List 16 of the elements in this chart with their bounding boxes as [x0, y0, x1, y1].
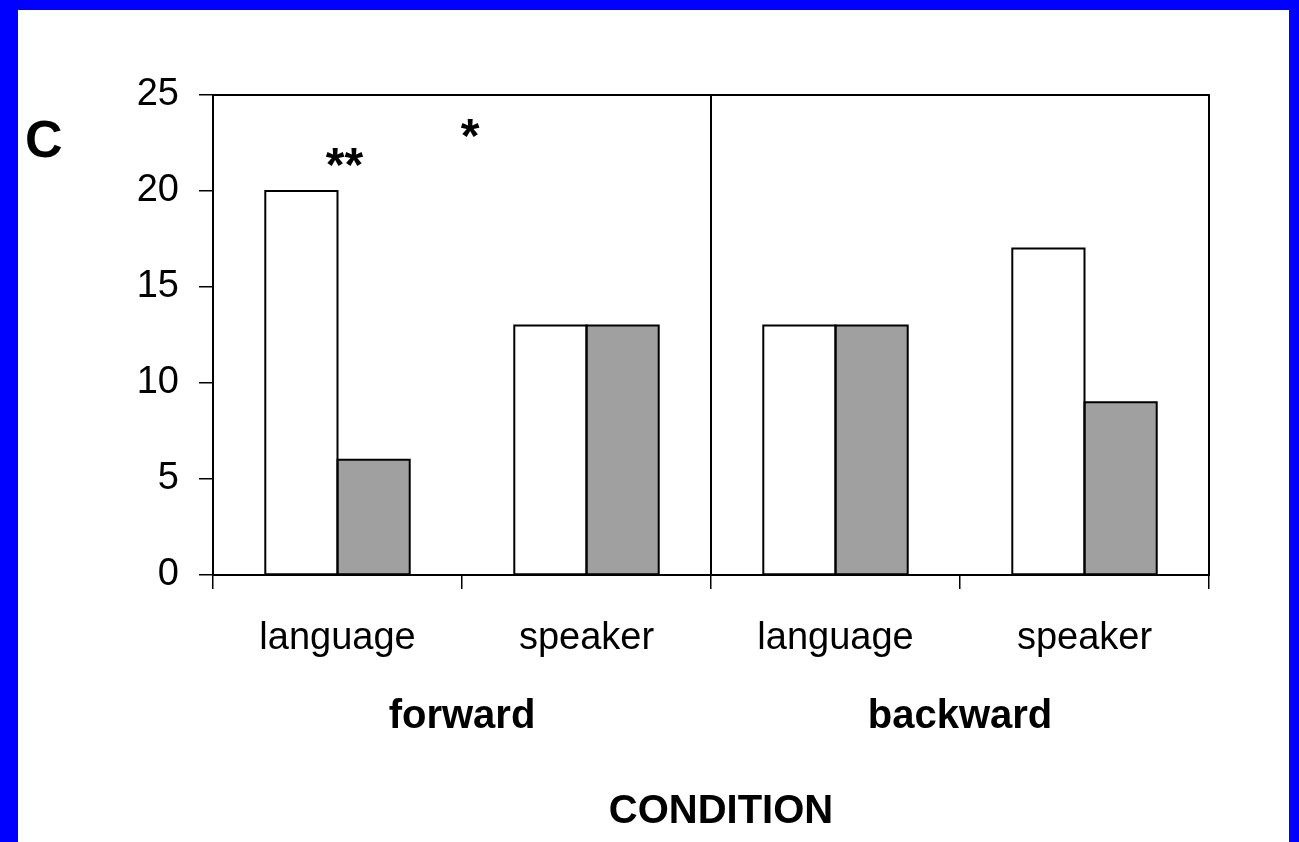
y-tick-label: 25 — [136, 71, 179, 114]
y-tick-label: 20 — [136, 167, 179, 210]
chart-title: C — [25, 110, 63, 169]
y-tick-label: 5 — [157, 455, 179, 498]
x-axis-title: CONDITION — [608, 787, 834, 832]
y-tick-label: 10 — [136, 359, 179, 402]
annotation: * — [460, 109, 480, 163]
x-tick-label: language — [259, 615, 416, 658]
annotation: ** — [325, 138, 364, 192]
text: backward — [867, 692, 1053, 737]
x-tick-label: speaker — [1016, 615, 1153, 658]
x-tick-label: language — [757, 615, 914, 658]
y-tick-label: 0 — [157, 551, 179, 594]
y-tick-label: 15 — [136, 263, 179, 306]
x-tick-label: speaker — [518, 615, 655, 658]
text: forward — [388, 692, 536, 737]
